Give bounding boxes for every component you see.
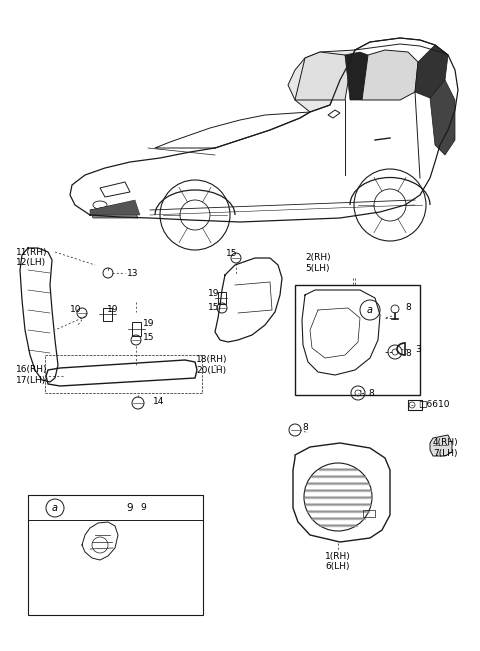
Text: 2(RH)
5(LH): 2(RH) 5(LH) (305, 253, 331, 273)
Polygon shape (90, 200, 140, 215)
Circle shape (360, 300, 380, 320)
Polygon shape (345, 52, 368, 100)
Polygon shape (288, 50, 355, 112)
Text: 19: 19 (143, 318, 155, 327)
Circle shape (46, 499, 64, 517)
Text: 13: 13 (127, 268, 139, 277)
Text: a: a (52, 503, 58, 513)
Text: 4(RH)
7(LH): 4(RH) 7(LH) (433, 438, 458, 458)
Text: 9: 9 (140, 503, 146, 512)
Text: 15: 15 (208, 303, 219, 311)
Text: a: a (367, 305, 373, 315)
Polygon shape (362, 50, 418, 100)
Text: 8: 8 (405, 348, 411, 357)
Text: 18(RH)
20(LH): 18(RH) 20(LH) (196, 355, 228, 375)
Text: 11(RH)
12(LH): 11(RH) 12(LH) (16, 248, 48, 268)
Text: 19: 19 (208, 288, 219, 298)
Polygon shape (430, 435, 452, 456)
Polygon shape (295, 52, 350, 100)
Polygon shape (430, 80, 455, 155)
Text: 1(RH)
6(LH): 1(RH) 6(LH) (325, 552, 351, 572)
Text: 3: 3 (415, 344, 421, 353)
Text: 15: 15 (226, 249, 238, 258)
Polygon shape (90, 202, 138, 218)
Text: 8: 8 (302, 422, 308, 432)
Text: 19: 19 (107, 305, 119, 314)
Text: 16(RH)
17(LH): 16(RH) 17(LH) (16, 365, 48, 385)
Polygon shape (415, 45, 448, 98)
Text: 14: 14 (153, 398, 164, 406)
Text: 9: 9 (127, 503, 133, 513)
Text: □6610: □6610 (418, 400, 449, 409)
Text: 8: 8 (368, 389, 374, 398)
Text: 8: 8 (405, 303, 411, 312)
Text: 15: 15 (143, 333, 155, 342)
Text: 10: 10 (70, 305, 82, 314)
